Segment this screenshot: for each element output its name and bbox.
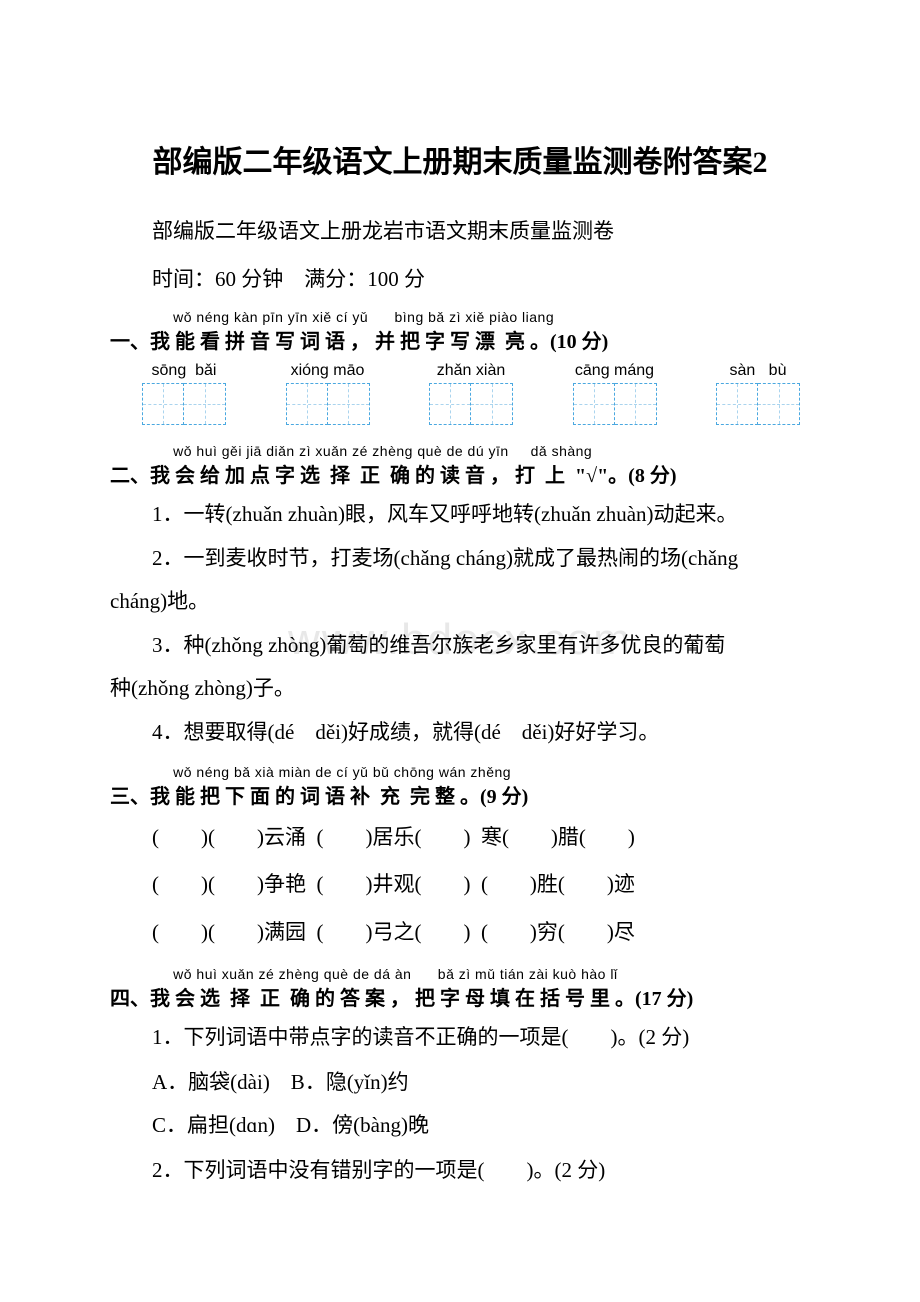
question-2-3a: 3．种(zhǒng zhòng)葡萄的维吾尔族老乡家里有许多优良的葡萄 [110, 629, 810, 663]
tianzi-box[interactable] [328, 383, 370, 425]
box-pair [142, 383, 226, 425]
pinyin-word: sōng bǎi [142, 362, 226, 425]
subtitle: 部编版二年级语文上册龙岩市语文期末质量监测卷 [110, 215, 810, 245]
tianzi-box[interactable] [758, 383, 800, 425]
box-pair [286, 383, 370, 425]
section-4: wǒ huì xuǎn zé zhèng què de dá àn bǎ zì … [110, 966, 810, 1188]
pinyin-boxes-row: sōng bǎi xióng māo zhǎn xiàn cāng máng [142, 362, 810, 425]
section-1-heading: 一、我 能 看 拼 音 写 词 语 ， 并 把 字 写 漂 亮 。(10 分) [110, 325, 810, 354]
section-2-pinyin: wǒ huì gěi jiā diǎn zì xuǎn zé zhèng què… [138, 443, 810, 459]
question-2-2a: 2．一到麦收时节，打麦场(chǎng cháng)就成了最热闹的场(chǎng [110, 542, 810, 576]
section-1: wǒ néng kàn pīn yīn xiě cí yǔ bìng bǎ zì… [110, 309, 810, 425]
section-2: wǒ huì gěi jiā diǎn zì xuǎn zé zhèng què… [110, 443, 810, 750]
tianzi-box[interactable] [429, 383, 471, 425]
fill-line-2: ( )( )争艳 ( )井观( ) ( )胜( )迹 [110, 866, 810, 904]
page-title: 部编版二年级语文上册期末质量监测卷附答案2 [110, 140, 810, 185]
section-3: wǒ néng bǎ xià miàn de cí yǔ bǔ chōng wá… [110, 764, 810, 952]
pinyin-word: cāng máng [573, 362, 657, 425]
section-3-heading: 三、我 能 把 下 面 的 词 语 补 充 完 整 。(9 分) [110, 780, 810, 809]
question-2-4: 4．想要取得(dé děi)好成绩，就得(dé děi)好好学习。 [110, 716, 810, 750]
pinyin-label: cāng máng [575, 362, 654, 380]
fill-line-1: ( )( )云涌 ( )居乐( ) 寒( )腊( ) [110, 819, 810, 857]
pinyin-label: zhǎn xiàn [437, 362, 506, 380]
tianzi-box[interactable] [573, 383, 615, 425]
pinyin-label: sōng bǎi [152, 362, 217, 380]
question-4-1-opts-ab: A．脑袋(dài) B．隐(yǐn)约 [110, 1065, 810, 1101]
tianzi-box[interactable] [184, 383, 226, 425]
fill-line-3: ( )( )满园 ( )弓之( ) ( )穷( )尽 [110, 914, 810, 952]
question-2-2b: cháng)地。 [110, 585, 810, 619]
pinyin-word: sàn bù [716, 362, 800, 425]
question-4-1: 1．下列词语中带点字的读音不正确的一项是( )。(2 分) [110, 1021, 810, 1055]
pinyin-label: xióng māo [291, 362, 365, 380]
section-2-heading: 二、我 会 给 加 点 字 选 择 正 确 的 读 音 ， 打 上 "√"。(8… [110, 459, 810, 488]
box-pair [573, 383, 657, 425]
question-2-3b: 种(zhǒng zhòng)子。 [110, 672, 810, 706]
tianzi-box[interactable] [716, 383, 758, 425]
pinyin-label: sàn bù [730, 362, 787, 380]
exam-info: 时间：60 分钟 满分：100 分 [110, 263, 810, 293]
box-pair [716, 383, 800, 425]
tianzi-box[interactable] [471, 383, 513, 425]
question-4-1-opts-cd: C．扁担(dɑn) D．傍(bàng)晚 [110, 1108, 810, 1144]
section-3-pinyin: wǒ néng bǎ xià miàn de cí yǔ bǔ chōng wá… [138, 764, 810, 780]
section-4-pinyin: wǒ huì xuǎn zé zhèng què de dá àn bǎ zì … [138, 966, 810, 982]
section-1-pinyin: wǒ néng kàn pīn yīn xiě cí yǔ bìng bǎ zì… [138, 309, 810, 325]
tianzi-box[interactable] [615, 383, 657, 425]
question-2-1: 1．一转(zhuǎn zhuàn)眼，风车又呼呼地转(zhuǎn zhuàn)动… [110, 498, 810, 532]
tianzi-box[interactable] [142, 383, 184, 425]
tianzi-box[interactable] [286, 383, 328, 425]
box-pair [429, 383, 513, 425]
question-4-2: 2．下列词语中没有错别字的一项是( )。(2 分) [110, 1154, 810, 1188]
pinyin-word: zhǎn xiàn [429, 362, 513, 425]
section-4-heading: 四、我 会 选 择 正 确 的 答 案 ， 把 字 母 填 在 括 号 里 。(… [110, 982, 810, 1011]
pinyin-word: xióng māo [286, 362, 370, 425]
